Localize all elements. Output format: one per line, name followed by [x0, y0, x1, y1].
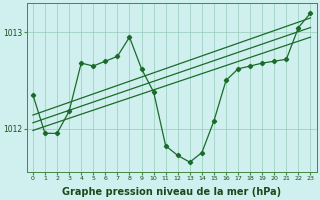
X-axis label: Graphe pression niveau de la mer (hPa): Graphe pression niveau de la mer (hPa) — [62, 187, 281, 197]
